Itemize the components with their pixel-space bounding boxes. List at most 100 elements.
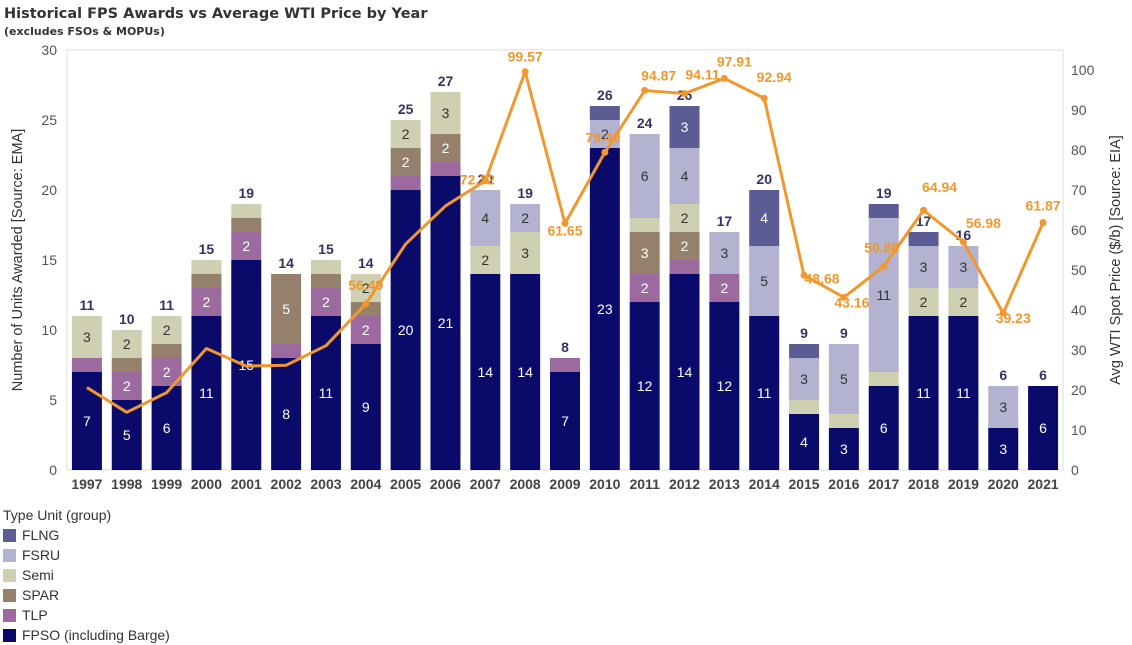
bar-segment[interactable] bbox=[908, 246, 939, 288]
price-point[interactable] bbox=[641, 87, 649, 95]
bar-segment[interactable] bbox=[191, 316, 222, 470]
bar-segment[interactable] bbox=[151, 386, 182, 470]
legend-item[interactable]: Semi bbox=[3, 565, 170, 585]
bar-segment[interactable] bbox=[231, 204, 262, 218]
bar-segment[interactable] bbox=[271, 358, 302, 470]
bar-segment[interactable] bbox=[789, 414, 820, 470]
bar-segment[interactable] bbox=[828, 414, 859, 428]
bar-segment[interactable] bbox=[310, 288, 341, 316]
bar-segment[interactable] bbox=[430, 92, 461, 134]
legend-item[interactable]: TLP bbox=[3, 605, 170, 625]
bar-segment[interactable] bbox=[629, 134, 660, 218]
bar-segment[interactable] bbox=[390, 148, 421, 176]
price-point[interactable] bbox=[681, 90, 689, 98]
bar-segment[interactable] bbox=[868, 218, 899, 372]
bar-segment[interactable] bbox=[749, 190, 780, 246]
bar-segment[interactable] bbox=[908, 316, 939, 470]
bar-segment[interactable] bbox=[948, 246, 979, 288]
legend-item[interactable]: SPAR bbox=[3, 585, 170, 605]
bar-segment[interactable] bbox=[669, 274, 700, 470]
bar-segment[interactable] bbox=[789, 400, 820, 414]
price-point[interactable] bbox=[601, 148, 609, 156]
price-point[interactable] bbox=[1039, 219, 1047, 227]
price-point[interactable] bbox=[561, 219, 569, 227]
bar-segment[interactable] bbox=[669, 232, 700, 260]
price-point[interactable] bbox=[760, 94, 768, 102]
bar-segment[interactable] bbox=[111, 330, 142, 358]
bar-segment[interactable] bbox=[390, 176, 421, 190]
bar-segment[interactable] bbox=[111, 358, 142, 372]
bar-segment[interactable] bbox=[550, 358, 580, 372]
bar-segment[interactable] bbox=[191, 274, 222, 288]
bar-segment[interactable] bbox=[231, 232, 262, 260]
price-point[interactable] bbox=[959, 238, 967, 246]
bar-segment[interactable] bbox=[709, 232, 740, 274]
bar-segment[interactable] bbox=[669, 204, 700, 232]
bar-segment[interactable] bbox=[908, 232, 939, 246]
bar-segment[interactable] bbox=[111, 372, 142, 400]
bar-segment[interactable] bbox=[470, 190, 501, 246]
bar-segment[interactable] bbox=[629, 218, 660, 232]
bar-segment[interactable] bbox=[430, 176, 461, 470]
bar-segment[interactable] bbox=[828, 344, 859, 414]
price-point[interactable] bbox=[999, 309, 1007, 317]
price-point[interactable] bbox=[720, 74, 728, 82]
bar-segment[interactable] bbox=[789, 358, 820, 400]
bar-segment[interactable] bbox=[749, 316, 780, 470]
bar-segment[interactable] bbox=[510, 274, 541, 470]
bar-segment[interactable] bbox=[390, 190, 421, 470]
price-point[interactable] bbox=[481, 177, 489, 185]
bar-segment[interactable] bbox=[550, 372, 580, 470]
bar-segment[interactable] bbox=[310, 274, 341, 288]
bar-segment[interactable] bbox=[271, 274, 302, 344]
price-point[interactable] bbox=[840, 293, 848, 301]
legend-item[interactable]: FPSO (including Barge) bbox=[3, 625, 170, 645]
bar-segment[interactable] bbox=[510, 232, 541, 274]
price-point[interactable] bbox=[800, 271, 808, 279]
bar-segment[interactable] bbox=[510, 204, 541, 232]
bar-segment[interactable] bbox=[1028, 386, 1059, 470]
bar-segment[interactable] bbox=[789, 344, 820, 358]
bar-segment[interactable] bbox=[151, 344, 182, 358]
bar-segment[interactable] bbox=[629, 274, 660, 302]
bar-segment[interactable] bbox=[71, 316, 102, 358]
price-point[interactable] bbox=[521, 68, 529, 76]
bar-segment[interactable] bbox=[948, 288, 979, 316]
bar-segment[interactable] bbox=[629, 302, 660, 470]
bar-segment[interactable] bbox=[868, 204, 899, 218]
bar-segment[interactable] bbox=[948, 316, 979, 470]
legend-item[interactable]: FSRU bbox=[3, 545, 170, 565]
bar-segment[interactable] bbox=[191, 288, 222, 316]
price-point[interactable] bbox=[920, 206, 928, 214]
bar-segment[interactable] bbox=[191, 260, 222, 274]
bar-segment[interactable] bbox=[828, 428, 859, 470]
bar-segment[interactable] bbox=[629, 232, 660, 274]
bar-segment[interactable] bbox=[988, 386, 1019, 428]
bar-segment[interactable] bbox=[350, 316, 381, 344]
bar-segment[interactable] bbox=[430, 162, 461, 176]
bar-segment[interactable] bbox=[868, 372, 899, 386]
bar-segment[interactable] bbox=[908, 288, 939, 316]
bar-segment[interactable] bbox=[669, 106, 700, 148]
bar-segment[interactable] bbox=[589, 106, 620, 120]
bar-segment[interactable] bbox=[988, 428, 1019, 470]
bar-segment[interactable] bbox=[589, 120, 620, 148]
bar-segment[interactable] bbox=[310, 316, 341, 470]
bar-segment[interactable] bbox=[470, 246, 501, 274]
bar-segment[interactable] bbox=[430, 134, 461, 162]
bar-segment[interactable] bbox=[271, 344, 302, 358]
bar-segment[interactable] bbox=[868, 386, 899, 470]
bar-segment[interactable] bbox=[589, 148, 620, 470]
bar-segment[interactable] bbox=[709, 302, 740, 470]
bar-segment[interactable] bbox=[669, 260, 700, 274]
bar-segment[interactable] bbox=[709, 274, 740, 302]
bar-segment[interactable] bbox=[350, 344, 381, 470]
price-point[interactable] bbox=[880, 262, 888, 270]
bar-segment[interactable] bbox=[749, 246, 780, 316]
bar-segment[interactable] bbox=[470, 274, 501, 470]
bar-segment[interactable] bbox=[231, 218, 262, 232]
bar-segment[interactable] bbox=[390, 120, 421, 148]
price-point[interactable] bbox=[362, 300, 370, 308]
bar-segment[interactable] bbox=[71, 358, 102, 372]
bar-segment[interactable] bbox=[310, 260, 341, 274]
